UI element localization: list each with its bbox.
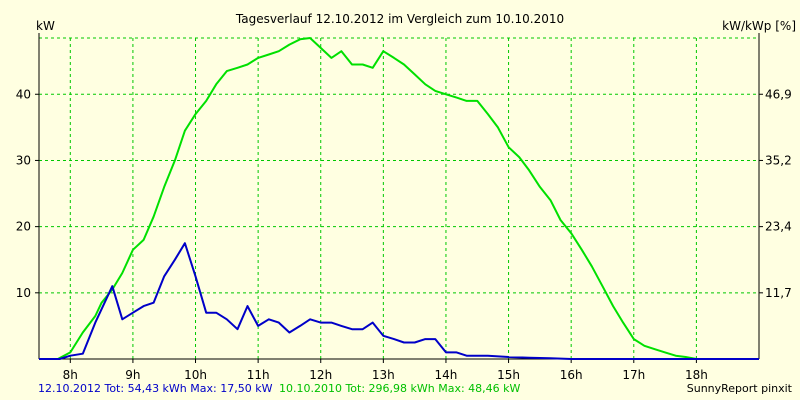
x-tick-label-13h: 13h xyxy=(372,368,395,382)
y-tick-label-left-10: 10 xyxy=(16,286,31,300)
series-lines xyxy=(39,37,759,360)
y-tick-label-left-20: 20 xyxy=(16,220,31,234)
x-tick-label-18h: 18h xyxy=(685,368,708,382)
y-tick-label-right-1: 23,4 xyxy=(765,220,792,234)
x-tick-label-17h: 17h xyxy=(622,368,645,382)
x-tick-label-15h: 15h xyxy=(497,368,520,382)
tick-labels: 8h 9h 10h 11h 12h 13h 14h 15h 16h 17h 18h 10 11,7 20 2… xyxy=(16,87,792,382)
y-tick-label-right-0: 11,7 xyxy=(765,286,792,300)
x-tick-label-12h: 12h xyxy=(309,368,332,382)
series-line-10.10.2010 xyxy=(39,37,759,360)
y-tick-label-right-3: 46,9 xyxy=(765,87,792,101)
right-axis-unit: kW/kWp [%] xyxy=(722,19,796,33)
x-tick-label-8h: 8h xyxy=(63,368,78,382)
series-line-12.10.2012 xyxy=(39,242,759,360)
y-tick-label-left-40: 40 xyxy=(16,87,31,101)
footer-2010: 10.10.2010 Tot: 296,98 kWh Max: 48,46 kW xyxy=(279,382,521,395)
x-tick-label-16h: 16h xyxy=(560,368,583,382)
left-axis-unit: kW xyxy=(36,19,55,33)
x-tick-label-10h: 10h xyxy=(184,368,207,382)
grid-lines xyxy=(39,37,759,359)
footer-credit: SunnyReport pinxit xyxy=(687,382,793,395)
x-tick-label-9h: 9h xyxy=(125,368,140,382)
y-tick-label-left-30: 30 xyxy=(16,153,31,167)
y-tick-label-right-2: 35,2 xyxy=(765,153,792,167)
footer-2012: 12.10.2012 Tot: 54,43 kWh Max: 17,50 kW xyxy=(38,382,273,395)
footer-summary: 12.10.2012 Tot: 54,43 kWh Max: 17,50 kW … xyxy=(38,382,521,395)
x-tick-label-14h: 14h xyxy=(435,368,458,382)
x-tick-label-11h: 11h xyxy=(247,368,270,382)
chart-title: Tagesverlauf 12.10.2012 im Vergleich zum… xyxy=(235,12,564,26)
